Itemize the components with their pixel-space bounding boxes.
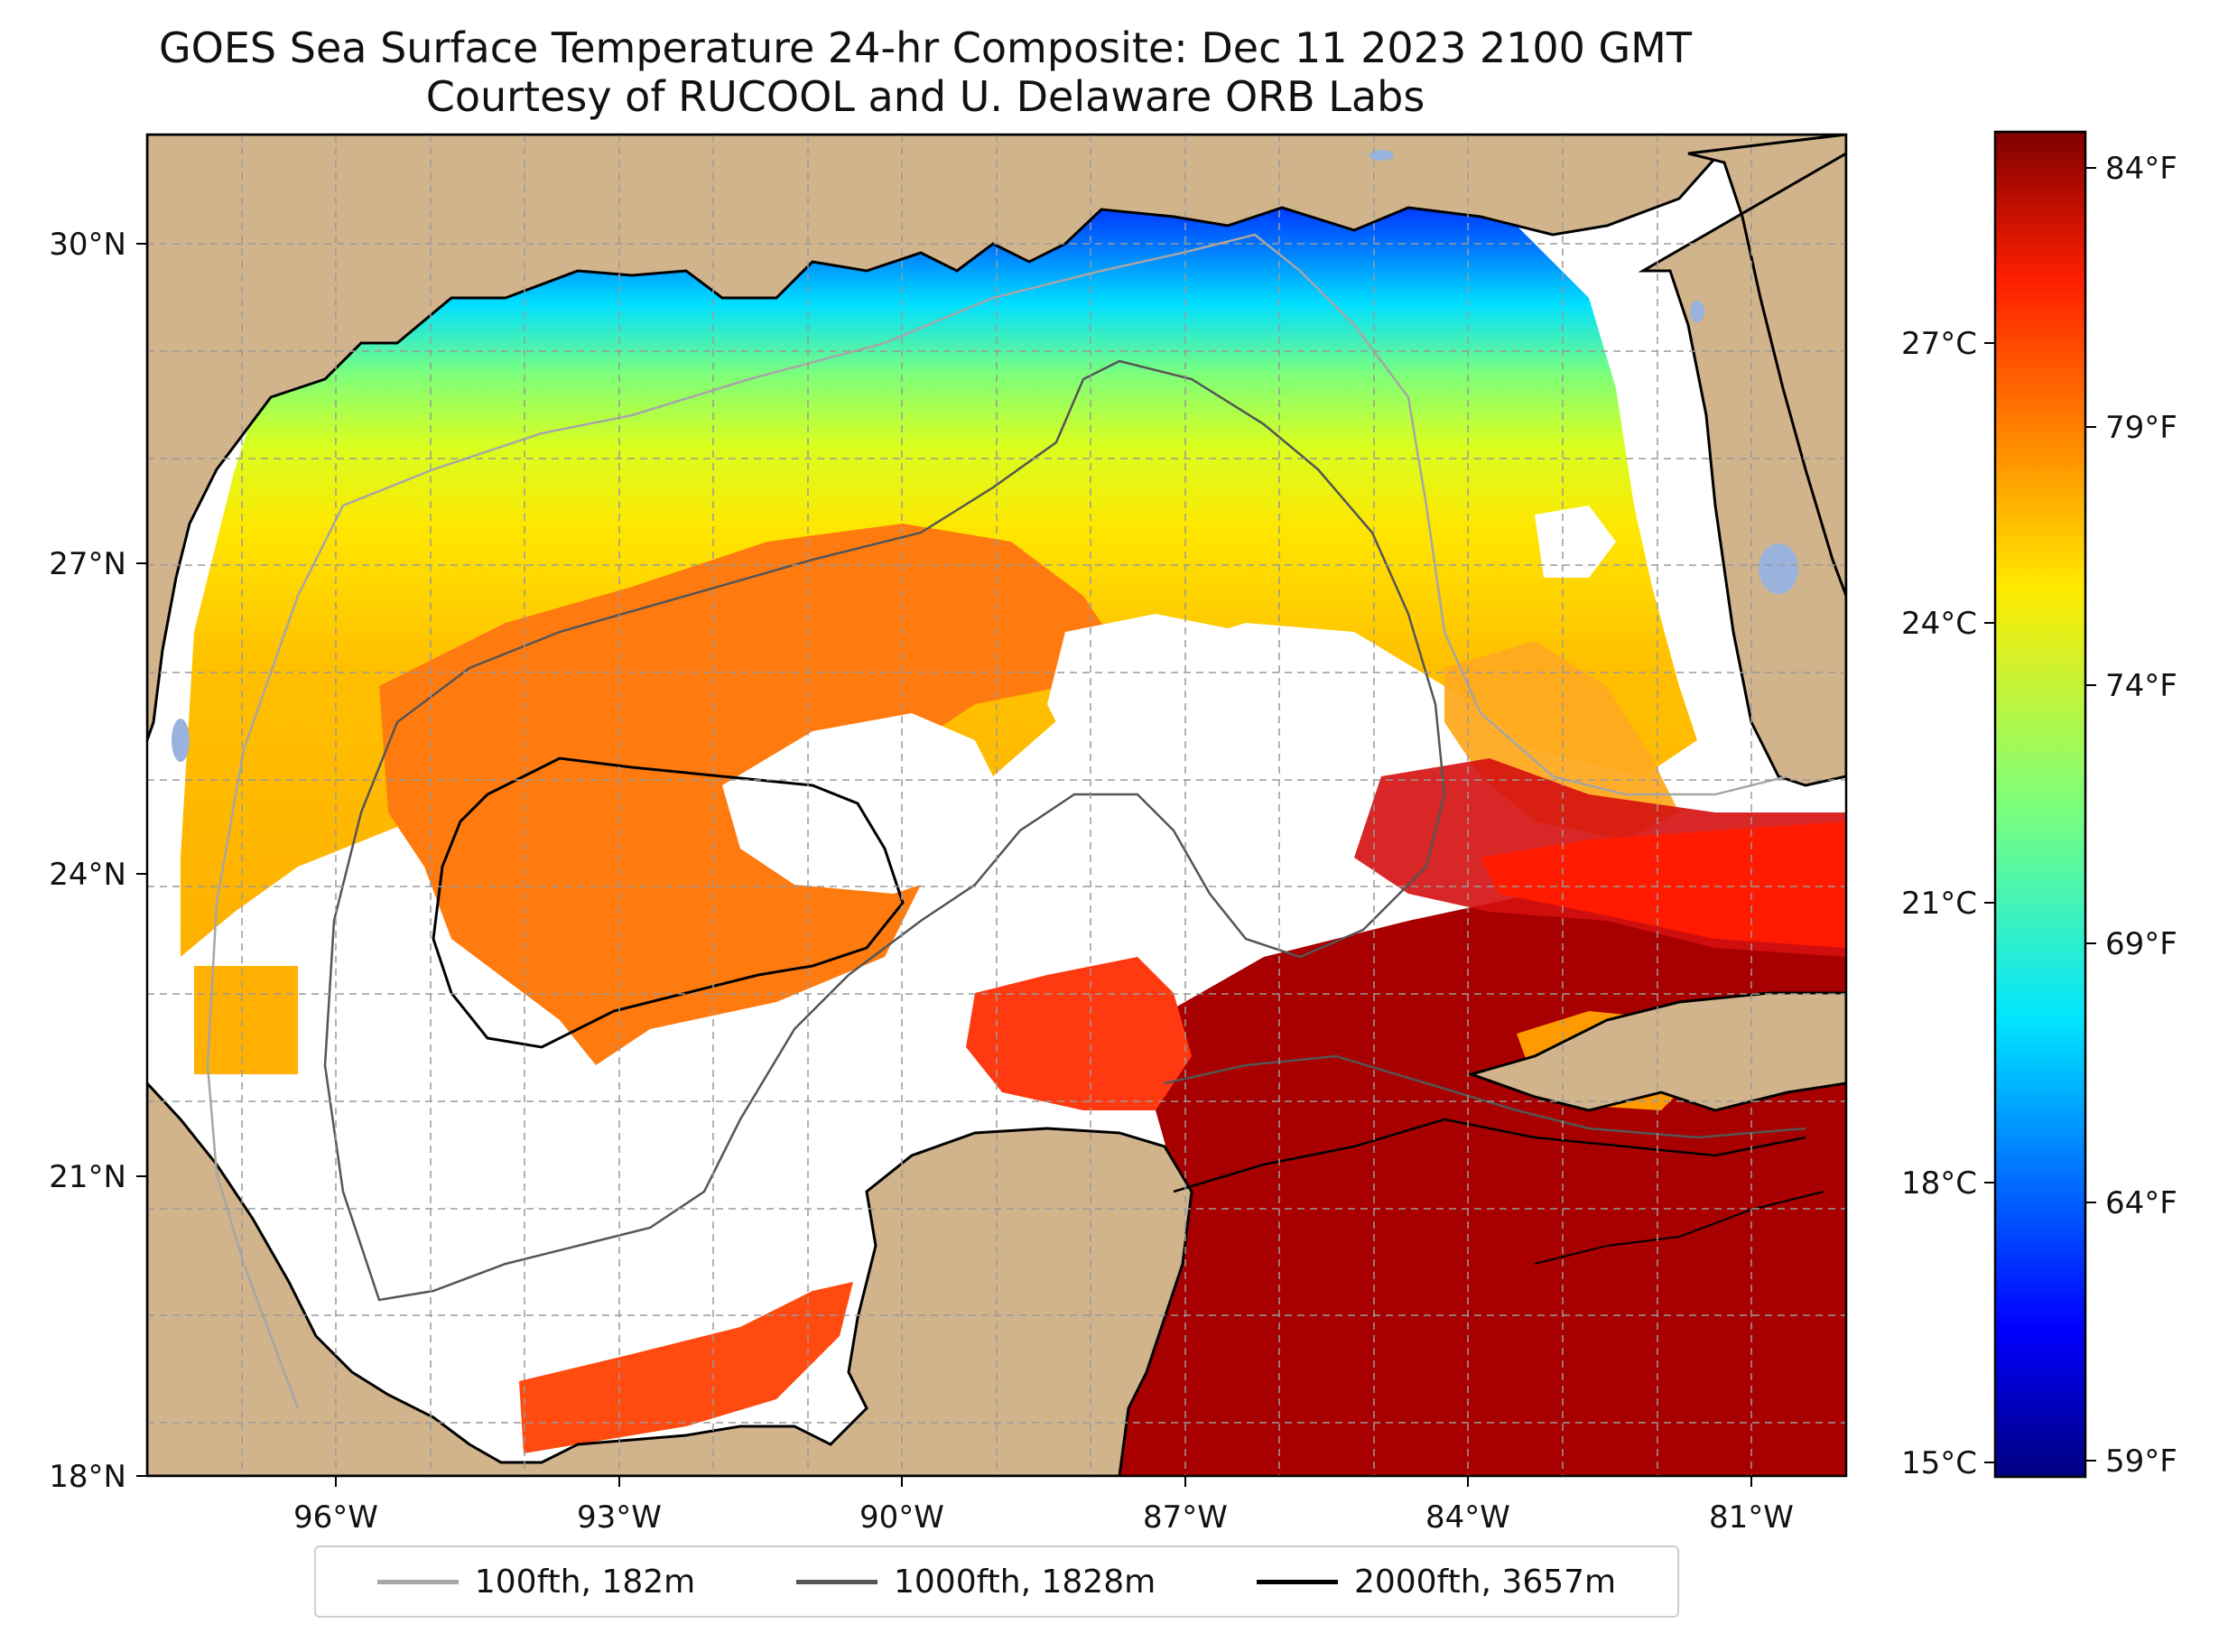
colorbar: 27°C 24°C 21°C 18°C 15°C 84°F 79°F 74°F …: [1901, 130, 2177, 1481]
sst-florida-straits-red: [1481, 821, 1846, 948]
cloud-gap-2: [1047, 614, 1390, 867]
lake-small-2: [1369, 150, 1394, 161]
cloud-gap-3: [1535, 506, 1616, 578]
contour-caribbean-2: [1164, 1054, 1806, 1139]
lon-tick-label: 87°W: [1143, 1499, 1228, 1536]
legend-item: 100fth, 182m: [376, 1563, 696, 1601]
land-cuba: [1467, 991, 1846, 1112]
lat-axis: 18°N 21°N 24°N 27°N 30°N: [49, 227, 147, 1495]
sst-campeche-red: [519, 1282, 853, 1453]
lon-tick-label: 90°W: [859, 1499, 944, 1536]
fahrenheit-tick-label: 59°F: [2105, 1443, 2177, 1480]
contour-caribbean-3: [1534, 1191, 1824, 1265]
lon-axis: 96°W 93°W 90°W 87°W 84°W 81°W: [293, 1476, 1794, 1536]
chart-title: GOES Sea Surface Temperature 24-hr Compo…: [159, 23, 1692, 72]
lon-tick-label: 93°W: [577, 1499, 662, 1536]
legend-label: 1000fth, 1828m: [894, 1563, 1156, 1601]
fahrenheit-tick-label: 79°F: [2105, 410, 2177, 446]
legend-item: 1000fth, 1828m: [796, 1564, 1156, 1601]
graticule: [147, 135, 1846, 1476]
lon-tick-label: 84°W: [1425, 1499, 1510, 1536]
land-mexico: [147, 1081, 1193, 1476]
lon-tick-label: 81°W: [1709, 1499, 1794, 1536]
chart-subtitle: Courtesy of RUCOOL and U. Delaware ORB L…: [425, 72, 1425, 121]
colorbar-gradient: [1993, 130, 2087, 1479]
lat-tick-label: 18°N: [49, 1459, 126, 1495]
celsius-tick-label: 21°C: [1901, 886, 1977, 922]
fahrenheit-tick-label: 84°F: [2105, 151, 2177, 187]
fahrenheit-tick-label: 74°F: [2105, 668, 2177, 704]
lake-okeechobee: [1759, 543, 1798, 594]
sst-loop-current-red: [966, 957, 1192, 1110]
legend-line-100fth: [376, 1579, 459, 1584]
lake-small-3: [172, 719, 190, 762]
celsius-tick-label: 24°C: [1901, 606, 1977, 642]
lat-tick-label: 21°N: [49, 1159, 126, 1195]
contour-2000fth: [432, 756, 905, 1049]
celsius-tick-label: 15°C: [1901, 1445, 1977, 1481]
legend-line-1000fth: [796, 1579, 877, 1584]
land-florida: [1638, 135, 1846, 787]
lon-tick-label: 96°W: [293, 1499, 378, 1536]
lat-tick-label: 27°N: [49, 546, 126, 582]
legend-line-2000fth: [1256, 1579, 1338, 1584]
fahrenheit-tick-label: 69°F: [2105, 926, 2177, 962]
legend-item: 2000fth, 3657m: [1256, 1563, 1617, 1601]
legend-label: 2000fth, 3657m: [1353, 1563, 1617, 1601]
celsius-tick-label: 18°C: [1901, 1165, 1977, 1202]
lat-tick-label: 24°N: [49, 857, 126, 893]
lat-tick-label: 30°N: [49, 227, 126, 263]
lake-small-1: [1690, 301, 1704, 322]
map-frame: [145, 133, 1848, 1478]
contour-legend: 100fth, 182m 1000fth, 1828m 2000fth, 365…: [314, 1545, 1679, 1618]
contour-1000fth: [323, 359, 1446, 1302]
cloud-gap-1: [722, 713, 1011, 894]
land-us-north: [147, 135, 1846, 741]
legend-label: 100fth, 182m: [474, 1563, 696, 1601]
fahrenheit-tick-label: 64°F: [2105, 1185, 2177, 1221]
celsius-tick-label: 27°C: [1901, 326, 1977, 362]
